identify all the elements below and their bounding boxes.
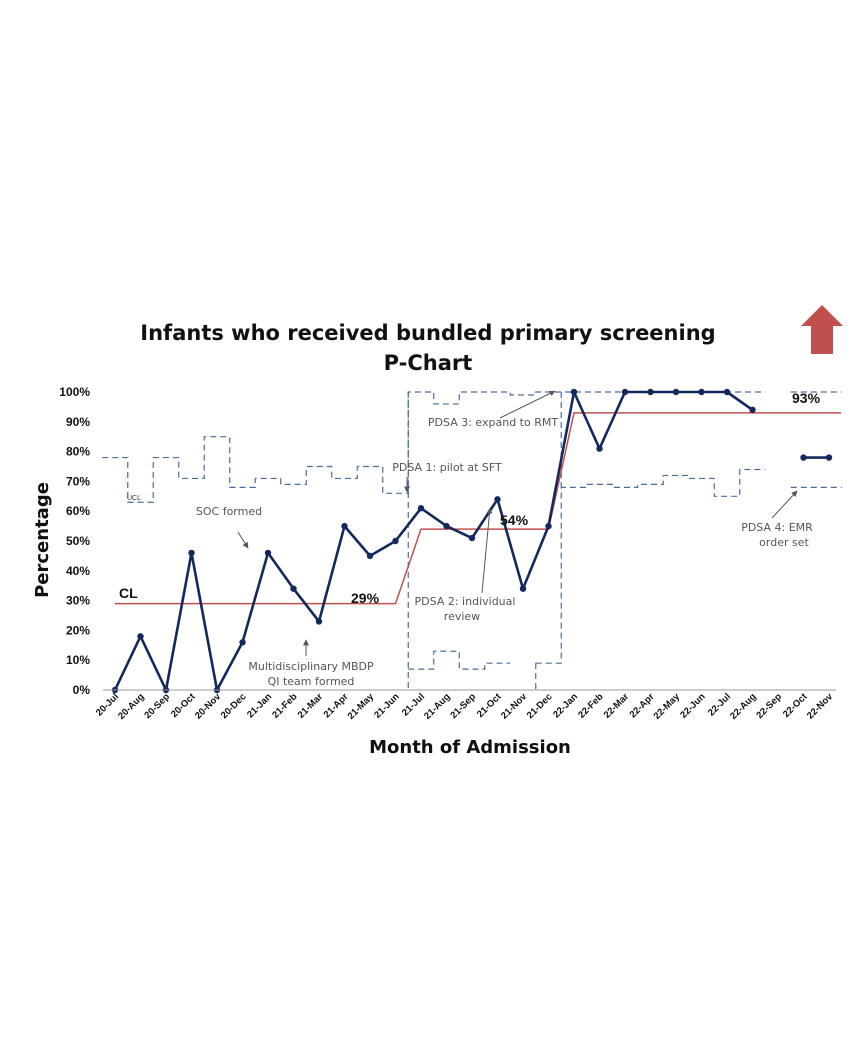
x-tick-label: 22-Feb: [576, 691, 606, 721]
x-tick-label: 21-May: [346, 691, 377, 722]
data-point: [366, 552, 374, 560]
x-tick-label: 21-Dec: [525, 691, 555, 721]
y-axis-title: Percentage: [32, 482, 53, 598]
data-point: [672, 388, 680, 396]
y-tick-label: 100%: [59, 385, 90, 399]
pdsa1-annotation: PDSA 1: pilot at SFT: [392, 461, 502, 474]
data-point: [290, 585, 297, 592]
x-tick-label: 21-Nov: [499, 691, 530, 722]
control-limits: [102, 391, 842, 690]
data-point: [723, 388, 731, 396]
y-tick-label: 80%: [66, 445, 90, 459]
pdsa4-arrow: [771, 490, 798, 519]
pdsa4-annotation-line1: PDSA 4: EMR: [741, 521, 813, 534]
ucl-line: [102, 391, 766, 503]
data-point: [621, 388, 629, 396]
soc-arrow: [237, 531, 249, 549]
data-point: [825, 454, 833, 461]
data-point: [596, 445, 603, 452]
y-axis: 0% 10% 20% 30% 40% 50% 60% 70% 80% 90% 100%: [59, 385, 90, 697]
y-tick-label: 60%: [66, 504, 90, 518]
data-point: [494, 496, 501, 503]
pdsa2-annotation-line2: review: [444, 610, 480, 623]
cl-phase1-label: 29%: [351, 590, 380, 606]
data-point: [468, 534, 476, 542]
center-line-path: [115, 412, 829, 605]
pdsa2-annotation-line1: PDSA 2: individual: [415, 595, 516, 608]
pdsa3-arrow: [499, 390, 556, 419]
cl-phase2-label: 54%: [500, 512, 529, 528]
x-tick-label: 20-Sep: [142, 691, 172, 721]
multidisciplinary-annotation-line1: Multidisciplinary MBDP: [248, 660, 374, 673]
x-axis-title: Month of Admission: [369, 737, 571, 758]
y-tick-label: 40%: [66, 564, 90, 578]
chart-subtitle: P-Chart: [384, 351, 473, 375]
data-point: [137, 633, 144, 640]
data-point: [698, 388, 705, 396]
x-tick-label: 22-Aug: [728, 691, 759, 722]
pdsa3-annotation: PDSA 3: expand to RMT: [428, 416, 558, 429]
data-point: [749, 406, 756, 414]
multidisciplinary-annotation-line2: QI team formed: [268, 675, 355, 688]
x-tick-label: 20-Nov: [193, 691, 224, 722]
x-tick-label: 21-Jun: [372, 691, 402, 721]
x-tick-label: 22-Nov: [805, 691, 836, 722]
data-point: [570, 388, 578, 396]
pdsa2-arrow: [481, 507, 493, 594]
cl-phase3-label: 93%: [792, 390, 821, 406]
up-arrow-icon: [801, 305, 843, 354]
lcl-line: [535, 468, 766, 664]
x-tick-label: 22-Sep: [754, 691, 784, 721]
y-tick-label: 20%: [66, 623, 90, 637]
data-point: [341, 522, 348, 530]
y-tick-label: 0%: [73, 683, 91, 697]
data-point: [519, 585, 527, 592]
y-tick-label: 10%: [66, 653, 90, 667]
y-tick-label: 50%: [66, 534, 90, 548]
x-tick-label: 21-Feb: [270, 691, 300, 721]
series-line: [113, 390, 754, 692]
cl-label: CL: [119, 585, 138, 601]
x-tick-label: 22-Jun: [678, 691, 708, 721]
data-point: [188, 549, 195, 557]
data-point: [443, 522, 450, 530]
data-point: [647, 388, 654, 396]
x-tick-label: 20-Dec: [219, 691, 249, 721]
chart-title: Infants who received bundled primary scr…: [140, 321, 715, 345]
data-point: [417, 505, 425, 512]
x-tick-label: 22-Jan: [551, 691, 580, 720]
x-tick-label: 22-Mar: [602, 691, 632, 721]
x-tick-label: 21-Jan: [245, 691, 274, 720]
ucl-label: UCL: [127, 495, 141, 502]
data-point: [392, 537, 399, 545]
x-axis: 20-Jul20-Aug20-Sep20-Oct20-Nov20-Dec21-J…: [94, 691, 836, 722]
data-point: [800, 454, 807, 461]
x-tick-label: 20-Aug: [116, 691, 147, 722]
x-tick-label: 21-Sep: [448, 691, 478, 721]
data-point: [545, 522, 552, 530]
y-tick-label: 70%: [66, 474, 90, 488]
data-point: [315, 618, 323, 625]
data-series: [111, 388, 833, 694]
pdsa4-annotation-line2: order set: [759, 536, 809, 549]
data-point: [264, 549, 272, 557]
soc-annotation: SOC formed: [196, 505, 262, 518]
y-tick-label: 30%: [66, 594, 90, 608]
lcl-line: [408, 650, 511, 670]
y-tick-label: 90%: [66, 415, 90, 429]
x-tick-label: 22-May: [652, 691, 683, 722]
data-point: [239, 639, 246, 646]
x-tick-label: 21-Aug: [422, 691, 453, 722]
center-line: [115, 412, 841, 605]
x-tick-label: 21-Mar: [296, 691, 326, 721]
